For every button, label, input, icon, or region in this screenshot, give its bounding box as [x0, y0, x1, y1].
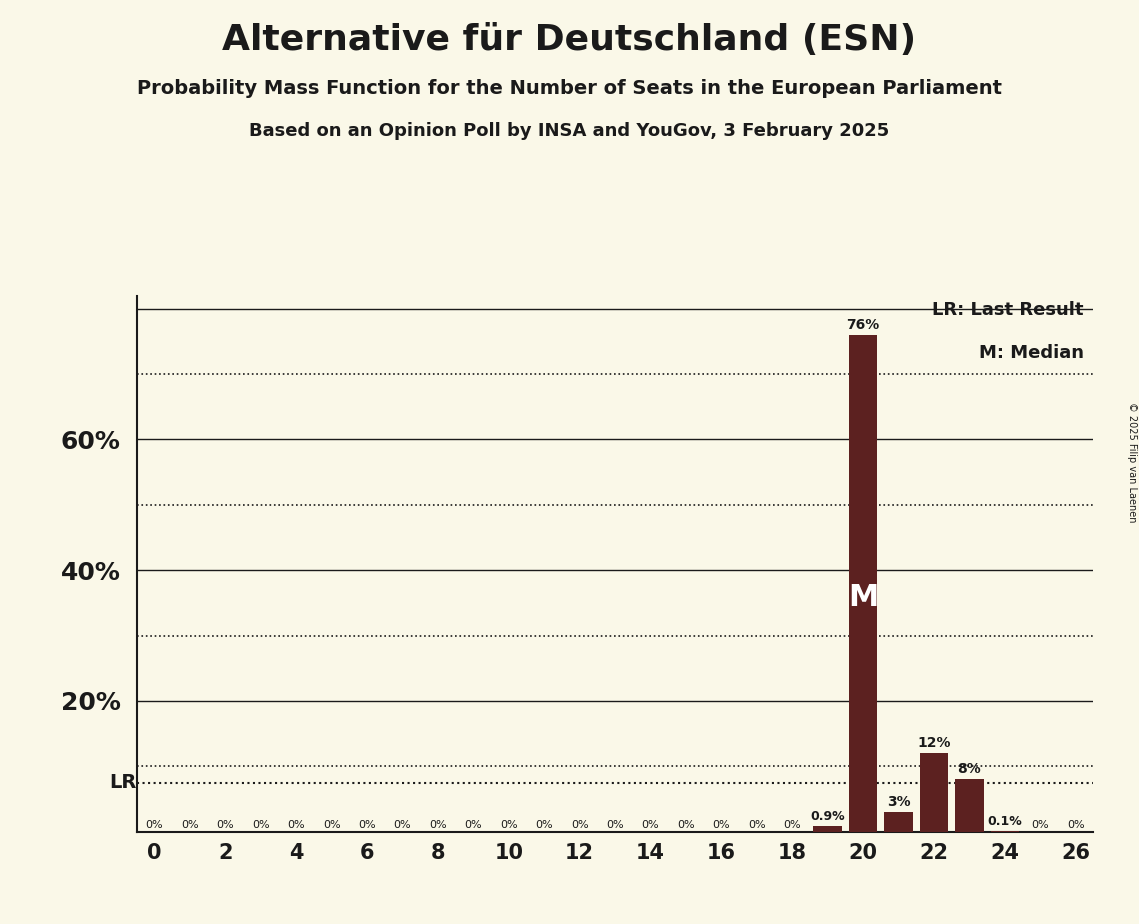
- Text: 3%: 3%: [887, 795, 910, 808]
- Text: 0%: 0%: [429, 821, 446, 831]
- Bar: [920, 753, 948, 832]
- Text: LR: Last Result: LR: Last Result: [933, 301, 1084, 319]
- Text: 0%: 0%: [465, 821, 482, 831]
- Text: 0%: 0%: [713, 821, 730, 831]
- Text: 0%: 0%: [641, 821, 659, 831]
- Text: 0%: 0%: [500, 821, 517, 831]
- Bar: [813, 826, 842, 832]
- Bar: [884, 812, 912, 832]
- Text: 0%: 0%: [1067, 821, 1084, 831]
- Text: 0%: 0%: [1032, 821, 1049, 831]
- Text: Based on an Opinion Poll by INSA and YouGov, 3 February 2025: Based on an Opinion Poll by INSA and You…: [249, 122, 890, 140]
- Text: 0%: 0%: [287, 821, 305, 831]
- Text: 0%: 0%: [322, 821, 341, 831]
- Text: M: M: [847, 583, 878, 613]
- Text: 0%: 0%: [394, 821, 411, 831]
- Bar: [849, 334, 877, 832]
- Bar: [956, 779, 984, 832]
- Text: 0%: 0%: [358, 821, 376, 831]
- Text: 0%: 0%: [146, 821, 163, 831]
- Text: 0%: 0%: [252, 821, 270, 831]
- Text: 0.9%: 0.9%: [810, 810, 845, 823]
- Text: 0%: 0%: [181, 821, 198, 831]
- Text: 76%: 76%: [846, 318, 879, 332]
- Text: 0.1%: 0.1%: [988, 815, 1022, 828]
- Text: © 2025 Filip van Laenen: © 2025 Filip van Laenen: [1126, 402, 1137, 522]
- Text: 0%: 0%: [748, 821, 765, 831]
- Text: 0%: 0%: [784, 821, 801, 831]
- Text: 0%: 0%: [606, 821, 624, 831]
- Text: 8%: 8%: [958, 762, 982, 776]
- Text: LR: LR: [109, 773, 137, 792]
- Text: Probability Mass Function for the Number of Seats in the European Parliament: Probability Mass Function for the Number…: [137, 79, 1002, 98]
- Text: 0%: 0%: [216, 821, 235, 831]
- Text: 0%: 0%: [571, 821, 589, 831]
- Text: 0%: 0%: [677, 821, 695, 831]
- Text: Alternative für Deutschland (ESN): Alternative für Deutschland (ESN): [222, 23, 917, 57]
- Text: M: Median: M: Median: [978, 344, 1084, 362]
- Text: 0%: 0%: [535, 821, 554, 831]
- Text: 12%: 12%: [917, 736, 951, 750]
